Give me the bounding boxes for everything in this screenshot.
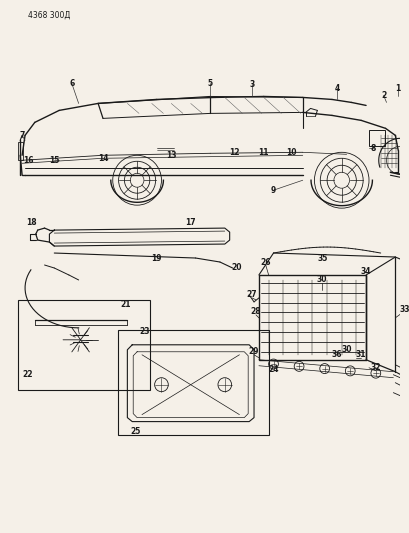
Text: 9: 9 [270, 185, 276, 195]
Text: 7: 7 [19, 131, 25, 140]
Text: 4: 4 [333, 84, 339, 93]
Text: 6: 6 [69, 79, 74, 88]
Bar [368, 131, 384, 147]
Text: 16: 16 [22, 156, 33, 165]
Text: 3: 3 [249, 80, 254, 89]
Text: 24: 24 [267, 365, 278, 374]
Text: 10: 10 [285, 148, 296, 157]
Text: 12: 12 [229, 148, 239, 157]
Text: 30: 30 [316, 276, 327, 285]
Text: 31: 31 [355, 350, 366, 359]
Text: 30: 30 [341, 345, 351, 354]
Text: 4368 300Д: 4368 300Д [28, 11, 70, 20]
Text: 15: 15 [49, 156, 59, 165]
Text: 1: 1 [395, 84, 400, 93]
Text: 33: 33 [399, 305, 409, 314]
Text: 17: 17 [185, 217, 196, 227]
Text: 8: 8 [369, 144, 375, 153]
Bar [117, 330, 268, 434]
Text: 36: 36 [331, 350, 341, 359]
Text: 28: 28 [250, 308, 261, 317]
Text: 29: 29 [248, 348, 258, 356]
Text: 2: 2 [380, 91, 385, 100]
Bar [18, 300, 149, 390]
Text: 23: 23 [139, 327, 150, 336]
Text: 27: 27 [246, 290, 257, 300]
Text: 34: 34 [360, 268, 371, 277]
Text: 13: 13 [166, 151, 176, 160]
Bar [258, 275, 365, 360]
Text: 11: 11 [258, 148, 268, 157]
Text: 25: 25 [130, 427, 140, 436]
Text: 26: 26 [260, 257, 270, 266]
Text: 19: 19 [151, 254, 162, 263]
Text: 18: 18 [27, 217, 37, 227]
Text: 14: 14 [97, 154, 108, 163]
Bar [18, 142, 23, 160]
Text: 21: 21 [120, 301, 130, 309]
Text: 32: 32 [370, 363, 380, 372]
Text: 35: 35 [316, 254, 327, 263]
Text: 5: 5 [207, 79, 212, 88]
Text: 20: 20 [231, 263, 241, 272]
Text: 22: 22 [22, 370, 33, 379]
